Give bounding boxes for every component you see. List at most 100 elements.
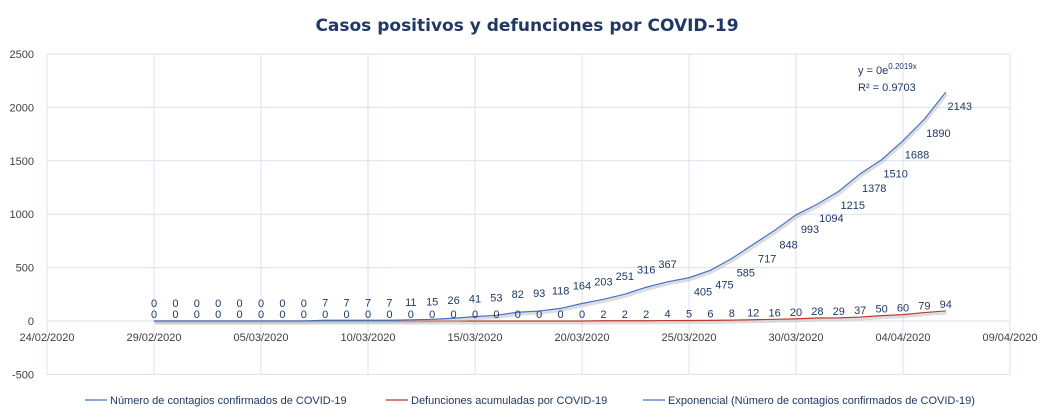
y-tick-label: 2000 (10, 102, 34, 114)
data-label: 20 (790, 307, 802, 319)
data-label: 367 (658, 259, 676, 271)
data-label: 16 (768, 307, 780, 319)
data-label: 0 (172, 309, 178, 321)
data-label: 0 (258, 309, 264, 321)
x-tick-label: 20/03/2020 (554, 332, 609, 344)
x-axis: 24/02/2020 29/02/2020 05/03/2020 10/03/2020… (19, 332, 1037, 344)
x-tick-label: 09/04/2020 (982, 332, 1037, 344)
x-tick-label: 10/03/2020 (340, 332, 395, 344)
data-label: 0 (365, 309, 371, 321)
data-label: 0 (237, 298, 243, 310)
data-label: 475 (715, 279, 733, 291)
x-tick-label: 04/04/2020 (875, 332, 930, 344)
data-label: 2 (643, 309, 649, 321)
data-label: 251 (616, 271, 634, 283)
y-tick-label: 1000 (10, 209, 34, 221)
series-lines (154, 91, 948, 325)
data-label: 0 (301, 298, 307, 310)
legend-item: Número de contagios confirmados de COVID… (85, 395, 347, 407)
data-label: 8 (729, 308, 735, 320)
data-label: 2 (600, 309, 606, 321)
data-label: 1688 (905, 150, 929, 162)
legend-item: Exponencial (Número de contagios confirm… (643, 395, 975, 407)
data-label: 0 (215, 309, 221, 321)
data-label: 0 (515, 309, 521, 321)
data-label: 7 (344, 297, 350, 309)
data-label: 5 (686, 308, 692, 320)
chart-title: Casos positivos y defunciones por COVID-… (315, 16, 738, 36)
trendline-equation: y = 0e0.2019x R² = 0.9703 (858, 62, 917, 94)
data-label: 0 (429, 309, 435, 321)
data-label: 993 (801, 224, 819, 236)
data-label: 82 (512, 289, 524, 301)
data-label: 6 (707, 308, 713, 320)
data-label: 0 (194, 309, 200, 321)
data-label: 41 (469, 294, 481, 306)
legend: Número de contagios confirmados de COVID… (85, 395, 975, 407)
data-label: 26 (447, 295, 459, 307)
legend-label: Número de contagios confirmados de COVID… (110, 395, 347, 407)
data-label: 0 (344, 309, 350, 321)
data-label: 1378 (862, 183, 886, 195)
y-tick-label: 1500 (10, 156, 34, 168)
data-label: 93 (533, 288, 545, 300)
data-label: 585 (737, 268, 755, 280)
data-label: 316 (637, 264, 655, 276)
data-label: 0 (172, 298, 178, 310)
x-tick-label: 05/03/2020 (233, 332, 288, 344)
data-label: 28 (811, 306, 823, 318)
data-label: 4 (665, 309, 671, 321)
data-label: 60 (897, 303, 909, 315)
data-label: 848 (779, 239, 797, 251)
data-label: 118 (552, 285, 570, 297)
data-label: 1215 (841, 200, 865, 212)
y-tick-label: 0 (28, 316, 34, 328)
trend-equation: y = 0e0.2019x (858, 62, 917, 77)
data-label: 79 (918, 301, 930, 313)
data-label: 2 (622, 309, 628, 321)
data-label: 53 (490, 292, 502, 304)
y-tick-label: -500 (12, 369, 34, 381)
trend-r2: R² = 0.9703 (858, 82, 916, 94)
data-label: 1094 (819, 213, 843, 225)
data-label: 0 (536, 309, 542, 321)
data-label: 0 (493, 309, 499, 321)
data-label: 0 (279, 298, 285, 310)
data-label: 7 (386, 297, 392, 309)
data-label: 717 (758, 253, 776, 265)
data-label: 405 (694, 287, 712, 299)
data-label: 2143 (948, 101, 972, 113)
data-label: 1510 (883, 169, 907, 181)
series-line-0 (154, 91, 947, 322)
data-label: 94 (940, 299, 952, 311)
data-label: 0 (579, 309, 585, 321)
y-tick-label: 2500 (10, 49, 34, 61)
data-label: 37 (854, 305, 866, 317)
y-axis: -500 0 500 1000 1500 2000 2500 (10, 49, 34, 381)
data-labels: 0 0 0 0 0 0 0 0 0 0 0 0 0 0 0 0 0 0 0 0 0 2 2 2 4 5 6 8 12 16 20 28 29 37… (151, 101, 972, 321)
data-label: 0 (151, 309, 157, 321)
data-label: 11 (405, 297, 416, 309)
data-label: 0 (408, 309, 414, 321)
data-label: 0 (322, 309, 328, 321)
data-label: 0 (451, 309, 457, 321)
legend-label: Defunciones acumuladas por COVID-19 (411, 395, 607, 407)
data-label: 1890 (926, 128, 950, 140)
data-label: 0 (386, 309, 392, 321)
x-tick-label: 24/02/2020 (19, 332, 74, 344)
data-label: 0 (558, 309, 564, 321)
data-label: 0 (151, 298, 157, 310)
series-shadow (155, 93, 948, 325)
x-tick-label: 30/03/2020 (768, 332, 823, 344)
x-tick-label: 29/02/2020 (126, 332, 181, 344)
data-label: 12 (747, 308, 759, 320)
y-tick-label: 500 (16, 263, 34, 275)
data-label: 7 (322, 297, 328, 309)
x-tick-label: 25/03/2020 (661, 332, 716, 344)
data-label: 50 (875, 304, 887, 316)
data-label: 7 (365, 297, 371, 309)
x-tick-label: 15/03/2020 (447, 332, 502, 344)
gridlines (46, 53, 1011, 375)
legend-label: Exponencial (Número de contagios confirm… (668, 395, 975, 407)
